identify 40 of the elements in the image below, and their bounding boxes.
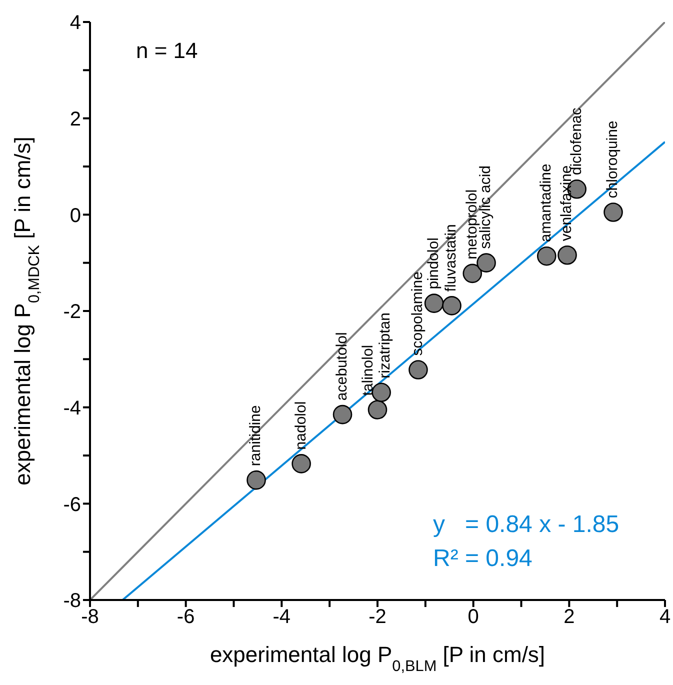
annotation: metoprolol	[463, 189, 480, 260]
point	[368, 400, 388, 420]
x-axis-title: experimental log P$_{0,BLM}$ [P in cm/s]	[210, 642, 546, 674]
annotation: acebutolol	[333, 332, 350, 401]
point	[462, 264, 482, 284]
annotation: ranitidine	[247, 405, 264, 466]
annotation: pindolol	[425, 238, 442, 290]
y-tick-label: -8	[63, 590, 81, 612]
y-tick-label: 0	[70, 204, 81, 227]
annotation: n = 14	[136, 38, 198, 64]
annotation: scopolamine	[409, 272, 426, 356]
point	[372, 382, 391, 402]
x-tick-label: 0	[468, 606, 479, 628]
x-tick-label: 2	[564, 606, 575, 628]
x-tick-label: -6	[176, 606, 195, 628]
point	[442, 296, 462, 316]
point	[536, 246, 556, 266]
point	[408, 360, 428, 380]
y-tick-label: -6	[63, 494, 81, 516]
annotation: rizatriptan	[376, 312, 394, 378]
point	[604, 202, 623, 222]
annotation: nadolol	[292, 401, 310, 450]
annotation: talinolol	[359, 344, 376, 396]
y-tick-label: -2	[63, 301, 81, 324]
point	[332, 404, 352, 424]
annotation: y = 0.84 x - 1.85	[433, 510, 620, 540]
y-tick-label: -4	[63, 397, 81, 420]
x-tick-label: -4	[272, 606, 291, 628]
annotation: amantadine	[538, 164, 555, 242]
point	[558, 245, 577, 265]
point	[246, 470, 266, 490]
x-tick-label: -2	[368, 606, 386, 628]
annotation: fluvastatin	[442, 224, 460, 292]
point	[292, 454, 311, 474]
point	[424, 294, 444, 313]
y-tick-label: 4	[70, 12, 81, 34]
x-tick-label: 4	[659, 606, 671, 628]
y-tick-label: 2	[70, 108, 81, 130]
annotation: R² = 0.94	[433, 544, 534, 574]
annotation: chloroquine	[604, 120, 622, 198]
